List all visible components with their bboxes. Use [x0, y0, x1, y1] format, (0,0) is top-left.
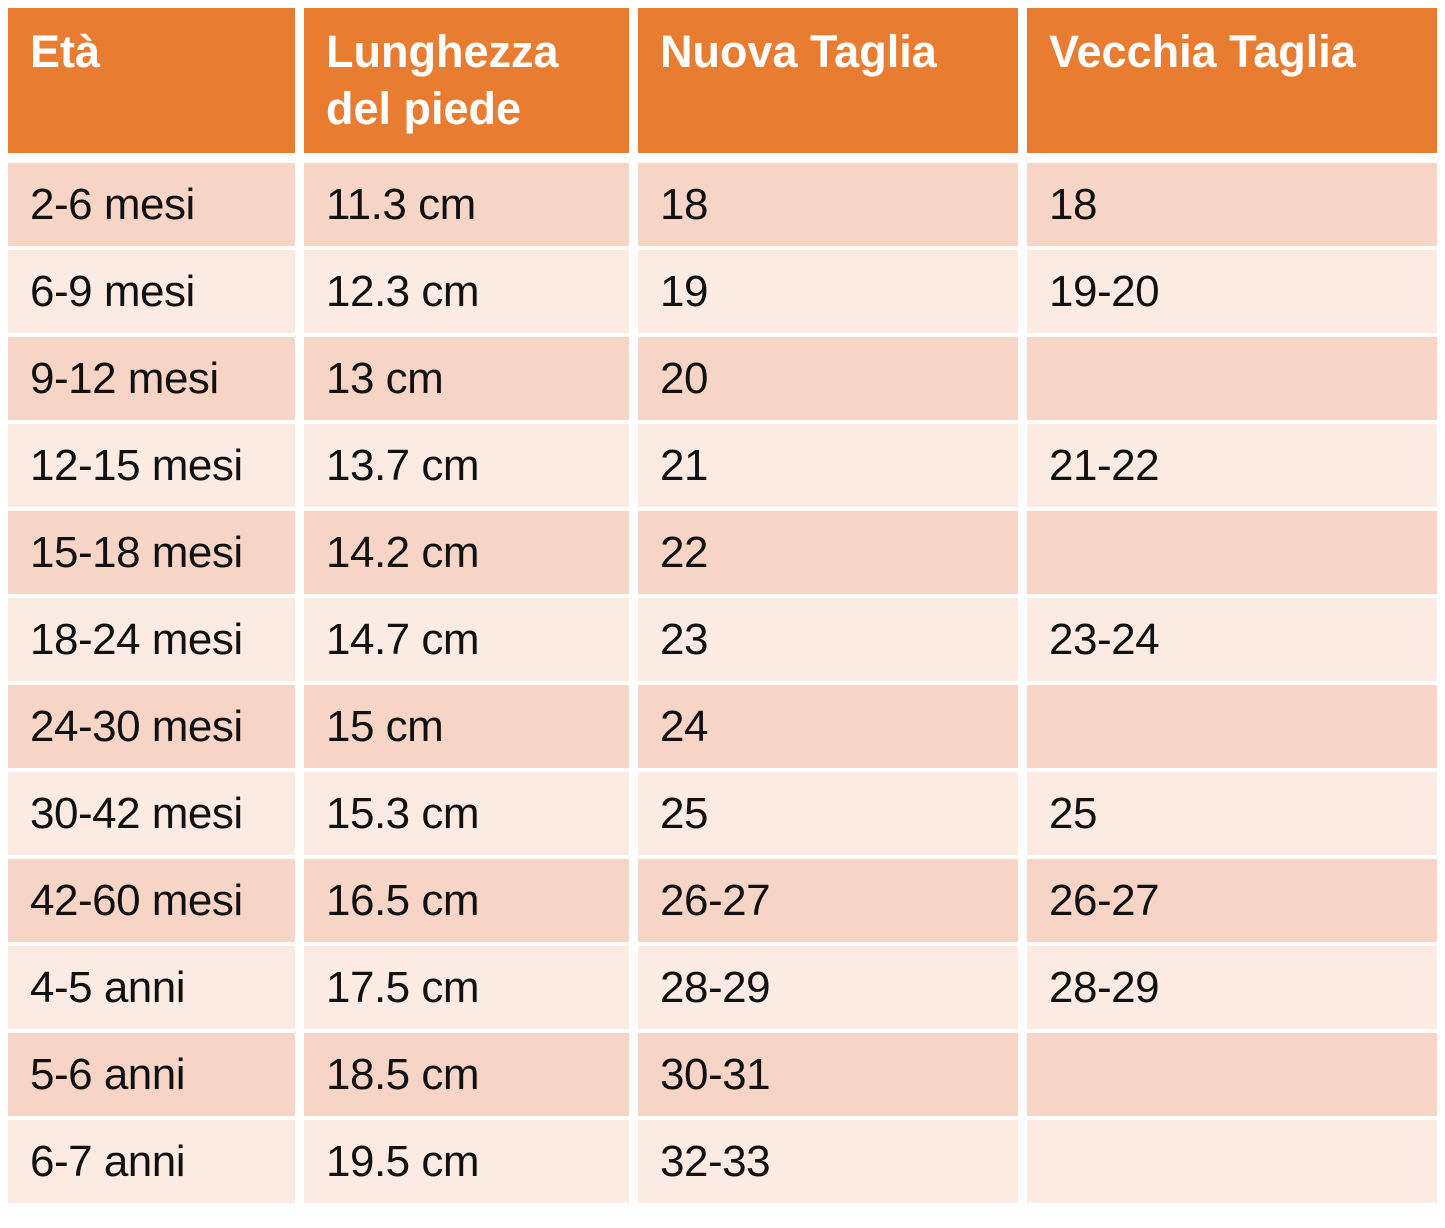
table-cell-nuova: 20	[638, 337, 1018, 420]
table-row: 4-5 anni 17.5 cm 28-29 28-29	[8, 946, 1437, 1029]
table-cell-lunghezza: 18.5 cm	[304, 1033, 629, 1116]
table-row: 12-15 mesi 13.7 cm 21 21-22	[8, 424, 1437, 507]
header-cell-eta: Età	[8, 8, 295, 153]
table-cell-lunghezza: 17.5 cm	[304, 946, 629, 1029]
table-cell-eta: 30-42 mesi	[8, 772, 295, 855]
table-cell-lunghezza: 15.3 cm	[304, 772, 629, 855]
table-cell-vecchia: 26-27	[1027, 859, 1437, 942]
table-cell-vecchia: 21-22	[1027, 424, 1437, 507]
table-row: 30-42 mesi 15.3 cm 25 25	[8, 772, 1437, 855]
table-cell-eta: 5-6 anni	[8, 1033, 295, 1116]
table-cell-vecchia	[1027, 1120, 1437, 1203]
table-cell-eta: 6-9 mesi	[8, 250, 295, 333]
table-cell-vecchia	[1027, 511, 1437, 594]
table-header-row: Età Lunghezza del piede Nuova Taglia Vec…	[8, 8, 1437, 153]
table-cell-eta: 42-60 mesi	[8, 859, 295, 942]
table-cell-vecchia	[1027, 337, 1437, 420]
table-cell-lunghezza: 16.5 cm	[304, 859, 629, 942]
table-cell-lunghezza: 11.3 cm	[304, 163, 629, 246]
header-cell-vecchia-taglia: Vecchia Taglia	[1027, 8, 1437, 153]
table-cell-eta: 2-6 mesi	[8, 163, 295, 246]
table-cell-nuova: 24	[638, 685, 1018, 768]
table-row: 2-6 mesi 11.3 cm 18 18	[8, 163, 1437, 246]
table-row: 24-30 mesi 15 cm 24	[8, 685, 1437, 768]
table-cell-lunghezza: 12.3 cm	[304, 250, 629, 333]
table-cell-eta: 6-7 anni	[8, 1120, 295, 1203]
table-row: 42-60 mesi 16.5 cm 26-27 26-27	[8, 859, 1437, 942]
table-cell-lunghezza: 14.2 cm	[304, 511, 629, 594]
table-cell-lunghezza: 15 cm	[304, 685, 629, 768]
table-cell-nuova: 21	[638, 424, 1018, 507]
table-cell-vecchia: 23-24	[1027, 598, 1437, 681]
table-cell-nuova: 28-29	[638, 946, 1018, 1029]
table-row: 6-7 anni 19.5 cm 32-33	[8, 1120, 1437, 1203]
table-cell-nuova: 18	[638, 163, 1018, 246]
table-cell-vecchia	[1027, 685, 1437, 768]
table-row: 5-6 anni 18.5 cm 30-31	[8, 1033, 1437, 1116]
table-row: 18-24 mesi 14.7 cm 23 23-24	[8, 598, 1437, 681]
table-cell-vecchia: 19-20	[1027, 250, 1437, 333]
table-cell-vecchia: 18	[1027, 163, 1437, 246]
table-cell-eta: 18-24 mesi	[8, 598, 295, 681]
table-cell-nuova: 25	[638, 772, 1018, 855]
table-cell-lunghezza: 14.7 cm	[304, 598, 629, 681]
table-cell-lunghezza: 13.7 cm	[304, 424, 629, 507]
table-cell-nuova: 22	[638, 511, 1018, 594]
table-cell-eta: 4-5 anni	[8, 946, 295, 1029]
table-cell-nuova: 23	[638, 598, 1018, 681]
table-cell-vecchia: 28-29	[1027, 946, 1437, 1029]
table-row: 6-9 mesi 12.3 cm 19 19-20	[8, 250, 1437, 333]
table-cell-nuova: 26-27	[638, 859, 1018, 942]
header-cell-nuova-taglia: Nuova Taglia	[638, 8, 1018, 153]
table-cell-vecchia: 25	[1027, 772, 1437, 855]
table-cell-eta: 24-30 mesi	[8, 685, 295, 768]
table-cell-nuova: 32-33	[638, 1120, 1018, 1203]
table-cell-lunghezza: 13 cm	[304, 337, 629, 420]
table-cell-nuova: 19	[638, 250, 1018, 333]
header-cell-lunghezza: Lunghezza del piede	[304, 8, 629, 153]
table-cell-lunghezza: 19.5 cm	[304, 1120, 629, 1203]
table-cell-eta: 15-18 mesi	[8, 511, 295, 594]
table-row: 9-12 mesi 13 cm 20	[8, 337, 1437, 420]
table-cell-nuova: 30-31	[638, 1033, 1018, 1116]
table-row: 15-18 mesi 14.2 cm 22	[8, 511, 1437, 594]
table-cell-eta: 9-12 mesi	[8, 337, 295, 420]
table-cell-vecchia	[1027, 1033, 1437, 1116]
table-cell-eta: 12-15 mesi	[8, 424, 295, 507]
size-conversion-table: Età Lunghezza del piede Nuova Taglia Vec…	[8, 8, 1437, 1207]
